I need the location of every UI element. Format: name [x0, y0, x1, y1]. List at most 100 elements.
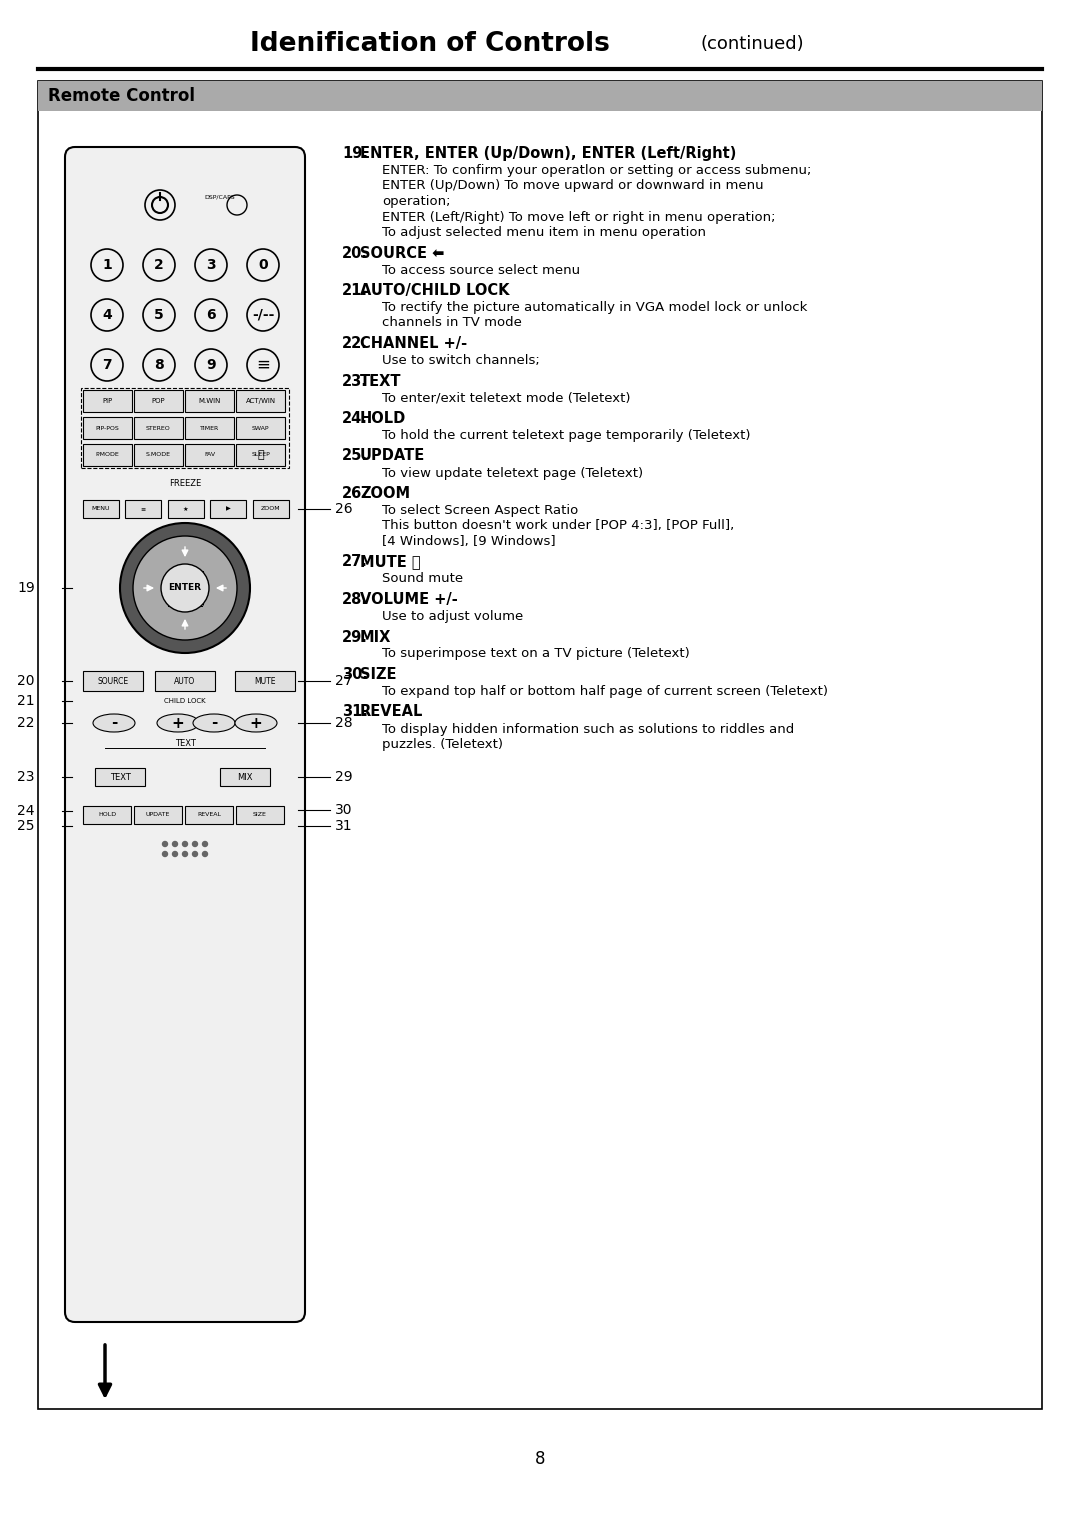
Text: (continued): (continued): [700, 35, 804, 53]
Text: To rectify the picture automatically in VGA model lock or unlock: To rectify the picture automatically in …: [382, 301, 808, 315]
Text: ENTER (Up/Down) To move upward or downward in menu: ENTER (Up/Down) To move upward or downwa…: [382, 180, 764, 192]
Text: To enter/exit teletext mode (Teletext): To enter/exit teletext mode (Teletext): [382, 391, 631, 405]
Text: 19: 19: [17, 580, 35, 596]
Text: ZOOM: ZOOM: [360, 486, 410, 501]
Text: 27: 27: [335, 673, 352, 689]
Text: 26.: 26.: [342, 486, 368, 501]
Bar: [167, 499, 204, 518]
Circle shape: [120, 524, 249, 654]
Text: To adjust selected menu item in menu operation: To adjust selected menu item in menu ope…: [382, 226, 706, 240]
Text: Idenification of Controls: Idenification of Controls: [251, 31, 610, 56]
Text: ENTER, ENTER (Up/Down), ENTER (Left/Right): ENTER, ENTER (Up/Down), ENTER (Left/Righ…: [360, 147, 737, 160]
Text: REVEAL: REVEAL: [360, 704, 423, 719]
Text: SLEEP: SLEEP: [252, 452, 270, 458]
Text: 31.: 31.: [342, 704, 368, 719]
Text: POP: POP: [151, 399, 165, 405]
Text: 30: 30: [335, 803, 352, 817]
Bar: [185, 417, 234, 438]
Text: CHANNEL +/-: CHANNEL +/-: [360, 336, 468, 351]
Text: UPDATE: UPDATE: [360, 449, 426, 464]
Circle shape: [162, 852, 167, 857]
Text: SOURCE: SOURCE: [97, 676, 129, 686]
Ellipse shape: [157, 715, 199, 731]
Text: 0: 0: [258, 258, 268, 272]
Text: 1: 1: [103, 258, 112, 272]
Text: 20.: 20.: [342, 246, 368, 261]
Bar: [134, 389, 183, 412]
Bar: [211, 499, 246, 518]
Text: REVEAL: REVEAL: [197, 812, 221, 817]
Text: ENTER: ENTER: [168, 583, 202, 592]
Text: +: +: [172, 716, 185, 730]
Text: operation;: operation;: [382, 195, 450, 208]
Bar: [185, 806, 233, 825]
Text: This button doesn't work under [POP 4:3], [POP Full],: This button doesn't work under [POP 4:3]…: [382, 519, 734, 533]
Text: Use to switch channels;: Use to switch channels;: [382, 354, 540, 366]
Text: MUTE: MUTE: [254, 676, 275, 686]
Text: 22.: 22.: [342, 336, 368, 351]
Bar: [83, 389, 132, 412]
Text: 29: 29: [335, 770, 353, 783]
Text: 4: 4: [103, 308, 112, 322]
Text: ⏲: ⏲: [257, 450, 264, 460]
Circle shape: [192, 852, 198, 857]
Bar: [237, 389, 285, 412]
Text: ▶: ▶: [226, 507, 230, 512]
Text: 25: 25: [17, 818, 35, 834]
Text: UPDATE: UPDATE: [146, 812, 171, 817]
Circle shape: [192, 841, 198, 846]
Text: TEXT: TEXT: [360, 374, 402, 388]
Text: -: -: [211, 716, 217, 730]
Circle shape: [161, 563, 210, 612]
Bar: [237, 417, 285, 438]
Text: FAV: FAV: [204, 452, 215, 458]
Bar: [134, 806, 183, 825]
Text: AUTO/CHILD LOCK: AUTO/CHILD LOCK: [360, 282, 510, 298]
Text: TIMER: TIMER: [200, 426, 219, 431]
Text: STEREO: STEREO: [146, 426, 171, 431]
Circle shape: [173, 841, 177, 846]
Text: 30.: 30.: [342, 667, 368, 683]
Text: 29.: 29.: [342, 629, 368, 644]
Text: To hold the current teletext page temporarily (Teletext): To hold the current teletext page tempor…: [382, 429, 751, 441]
Text: Sound mute: Sound mute: [382, 573, 463, 585]
Bar: [237, 806, 284, 825]
Text: ≡: ≡: [256, 356, 270, 374]
Text: 22: 22: [17, 716, 35, 730]
Text: Remote Control: Remote Control: [48, 87, 195, 105]
Bar: [83, 417, 132, 438]
Circle shape: [183, 852, 188, 857]
Text: ACT/WIN: ACT/WIN: [245, 399, 275, 405]
Text: To expand top half or bottom half page of current screen (Teletext): To expand top half or bottom half page o…: [382, 686, 828, 698]
Text: 2: 2: [154, 258, 164, 272]
Ellipse shape: [193, 715, 235, 731]
Bar: [185, 444, 234, 466]
Text: PIP-POS: PIP-POS: [96, 426, 120, 431]
Circle shape: [133, 536, 237, 640]
Bar: [95, 768, 145, 786]
Bar: [156, 670, 215, 692]
Text: To superimpose text on a TV picture (Teletext): To superimpose text on a TV picture (Tel…: [382, 647, 690, 661]
Text: SIZE: SIZE: [253, 812, 267, 817]
Text: HOLD: HOLD: [98, 812, 116, 817]
Text: 8: 8: [535, 1451, 545, 1467]
Text: 25.: 25.: [342, 449, 368, 464]
Bar: [235, 670, 295, 692]
Circle shape: [173, 852, 177, 857]
Text: M.WIN: M.WIN: [199, 399, 220, 405]
Text: 7: 7: [103, 357, 112, 373]
Text: 3: 3: [206, 258, 216, 272]
Bar: [253, 499, 288, 518]
Circle shape: [203, 841, 207, 846]
Bar: [38, 81, 1042, 1409]
Text: FREEZE: FREEZE: [168, 479, 201, 489]
Text: 8: 8: [154, 357, 164, 373]
Text: HOLD: HOLD: [360, 411, 406, 426]
Text: 21: 21: [17, 693, 35, 709]
Text: To access source select menu: To access source select menu: [382, 264, 580, 276]
Text: S.MODE: S.MODE: [146, 452, 171, 458]
Bar: [83, 444, 132, 466]
Text: 23: 23: [17, 770, 35, 783]
Bar: [125, 499, 161, 518]
Bar: [134, 444, 183, 466]
